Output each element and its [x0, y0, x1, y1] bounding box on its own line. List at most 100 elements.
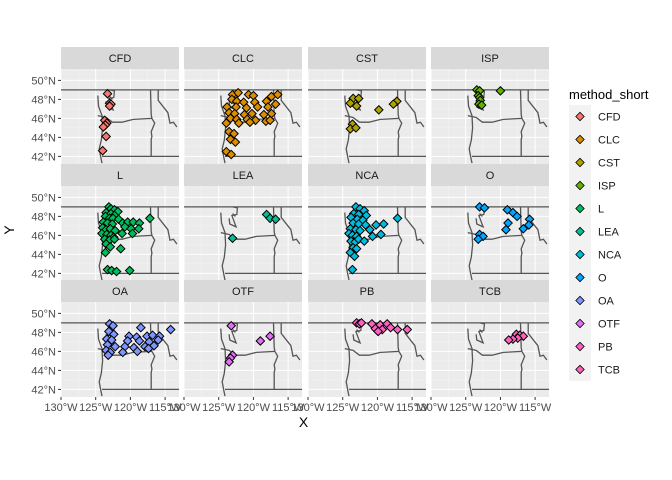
data-point	[224, 356, 235, 367]
data-point	[117, 347, 128, 358]
facet-strip	[308, 47, 426, 69]
panel-plot-area	[61, 186, 179, 281]
legend-key	[575, 180, 585, 191]
facet-strip	[184, 164, 302, 186]
axes: 42°N 44°N 46°N 48°N 50°N 42°N 44°N 46°N 48°N 50°N…	[31, 75, 551, 414]
data-point	[134, 336, 145, 346]
data-point	[270, 99, 281, 110]
facet-strip-label: L	[117, 170, 123, 182]
data-point	[265, 115, 275, 126]
legend-key	[575, 318, 585, 329]
data-point	[265, 331, 275, 342]
y-tick-label: 50°N	[31, 75, 56, 87]
data-point	[124, 265, 135, 276]
data-point	[98, 122, 109, 132]
x-tick-label: 120°W	[114, 402, 148, 414]
panel-background	[61, 302, 179, 397]
state-boundary	[467, 347, 522, 356]
state-boundary	[280, 206, 301, 245]
state-boundary	[519, 322, 523, 352]
data-point	[229, 128, 239, 139]
facet-strip-label: NCA	[355, 170, 379, 182]
data-point	[353, 234, 364, 245]
facet-strip-label: CFD	[109, 53, 132, 65]
facet-strip-label: TCB	[479, 286, 501, 298]
y-tick-label: 44°N	[31, 132, 56, 144]
data-point	[103, 350, 114, 361]
state-boundary	[150, 351, 156, 390]
state-boundary	[519, 206, 523, 236]
legend-label: LEA	[598, 227, 619, 239]
state-boundary	[109, 96, 113, 100]
legend-label: L	[598, 204, 604, 216]
data-point	[349, 251, 360, 262]
data-point	[359, 236, 370, 247]
data-point	[402, 324, 413, 335]
data-point	[109, 234, 120, 245]
y-tick-label: 42°N	[31, 268, 56, 280]
data-point	[225, 134, 236, 145]
legend-label: OA	[598, 296, 615, 308]
legend-label: TCB	[598, 365, 620, 377]
state-boundary	[273, 235, 279, 274]
facet-strip-label: O	[486, 170, 495, 182]
data-point	[102, 88, 113, 99]
data-point	[97, 145, 108, 156]
data-point	[105, 241, 116, 252]
data-point	[119, 221, 130, 232]
y-tick-label: 48°N	[31, 94, 56, 106]
data-point	[230, 137, 241, 148]
legend-label: CLC	[598, 135, 620, 147]
data-point	[117, 228, 127, 239]
x-tick-label: 125°W	[202, 402, 236, 414]
data-point	[104, 101, 115, 111]
data-point	[353, 93, 364, 104]
x-tick-label: 130°W	[167, 402, 201, 414]
coastline	[467, 328, 474, 397]
facet-strip-label: OTF	[232, 286, 254, 298]
state-boundary	[280, 89, 301, 128]
data-point	[226, 320, 237, 331]
data-point	[255, 336, 266, 346]
state-boundary	[220, 347, 275, 356]
facet-strip	[61, 280, 179, 302]
panel-plot-area	[431, 186, 549, 281]
facet-strip-label: CLC	[232, 53, 254, 65]
data-point	[252, 102, 263, 112]
facet-strip	[308, 280, 426, 302]
data-point	[227, 233, 238, 244]
y-tick-label: 44°N	[31, 365, 56, 377]
y-tick-label: 42°N	[31, 384, 56, 396]
state-boundary	[404, 89, 425, 128]
data-point	[351, 101, 362, 111]
data-point	[165, 324, 176, 335]
facet-panel-o: O	[431, 164, 549, 281]
panel-background	[184, 302, 302, 397]
panel-background	[431, 186, 549, 281]
legend-label: OTF	[598, 319, 620, 331]
x-axis-title: X	[299, 414, 309, 430]
y-tick-label: 50°N	[31, 308, 56, 320]
data-point	[495, 85, 506, 96]
state-boundary	[520, 118, 526, 157]
legend-key	[575, 364, 585, 375]
data-point	[153, 335, 164, 345]
legend-label: ISP	[598, 181, 616, 193]
data-point	[371, 220, 381, 230]
legend-key	[575, 203, 585, 214]
legend-key	[575, 157, 585, 168]
facet-strip-label: LEA	[233, 170, 254, 182]
state-boundary	[467, 114, 522, 123]
data-point	[270, 214, 281, 225]
legend-label: CFD	[598, 112, 621, 124]
facet-panel-otf: OTF	[184, 280, 302, 397]
state-boundary	[273, 351, 279, 390]
data-point	[135, 322, 146, 333]
facet-strip	[184, 47, 302, 69]
legend-title: method_short	[569, 87, 649, 102]
state-boundary	[475, 322, 486, 345]
facet-strip	[308, 164, 426, 186]
data-point	[226, 149, 237, 160]
data-point	[133, 223, 144, 234]
